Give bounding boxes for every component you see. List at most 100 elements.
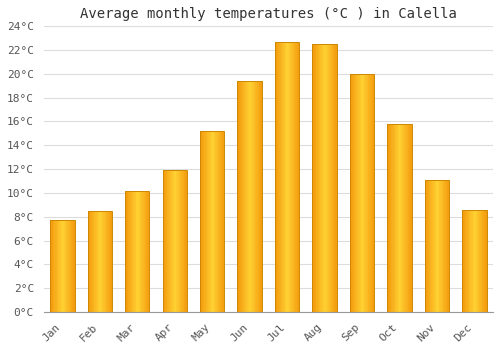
Bar (50, 220, 51, 312)
Bar (58, 220, 59, 312)
Bar (111, 211, 112, 312)
Bar (64, 220, 65, 312)
Bar (479, 210, 480, 312)
Bar (292, 42, 293, 312)
Bar (462, 210, 486, 312)
Bar (249, 81, 250, 312)
Bar (389, 124, 390, 312)
Bar (239, 81, 240, 312)
Bar (200, 131, 201, 312)
Bar (350, 74, 352, 312)
Bar (280, 42, 281, 312)
Bar (402, 124, 404, 312)
Bar (370, 74, 371, 312)
Bar (437, 180, 438, 312)
Bar (448, 180, 449, 312)
Bar (318, 44, 319, 312)
Bar (99, 211, 100, 312)
Bar (396, 124, 397, 312)
Bar (408, 124, 409, 312)
Bar (62, 220, 63, 312)
Bar (202, 131, 203, 312)
Bar (165, 170, 166, 312)
Bar (424, 180, 449, 312)
Bar (436, 180, 437, 312)
Bar (201, 131, 202, 312)
Bar (334, 44, 335, 312)
Bar (432, 180, 433, 312)
Bar (328, 44, 330, 312)
Bar (401, 124, 402, 312)
Bar (428, 180, 429, 312)
Bar (362, 74, 363, 312)
Bar (322, 44, 323, 312)
Bar (320, 44, 322, 312)
Bar (169, 170, 170, 312)
Bar (247, 81, 248, 312)
Bar (275, 42, 276, 312)
Bar (162, 170, 164, 312)
Bar (404, 124, 405, 312)
Bar (326, 44, 327, 312)
Bar (392, 124, 393, 312)
Bar (173, 170, 174, 312)
Bar (282, 42, 283, 312)
Bar (444, 180, 445, 312)
Bar (138, 190, 139, 312)
Bar (464, 210, 466, 312)
Bar (260, 81, 261, 312)
Bar (405, 124, 406, 312)
Bar (354, 74, 356, 312)
Bar (164, 170, 165, 312)
Bar (184, 170, 186, 312)
Bar (295, 42, 296, 312)
Bar (88, 211, 112, 312)
Bar (286, 42, 287, 312)
Bar (147, 190, 148, 312)
Bar (91, 211, 92, 312)
Bar (462, 210, 463, 312)
Bar (364, 74, 365, 312)
Bar (463, 210, 464, 312)
Bar (168, 170, 169, 312)
Bar (288, 42, 290, 312)
Bar (186, 170, 187, 312)
Bar (365, 74, 366, 312)
Bar (480, 210, 481, 312)
Bar (176, 170, 177, 312)
Bar (94, 211, 95, 312)
Bar (253, 81, 254, 312)
Bar (217, 131, 218, 312)
Bar (287, 42, 288, 312)
Bar (406, 124, 408, 312)
Bar (92, 211, 94, 312)
Bar (213, 131, 214, 312)
Bar (125, 190, 150, 312)
Bar (222, 131, 224, 312)
Bar (90, 211, 91, 312)
Bar (98, 211, 99, 312)
Bar (60, 220, 61, 312)
Bar (128, 190, 129, 312)
Bar (411, 124, 412, 312)
Bar (96, 211, 98, 312)
Bar (179, 170, 180, 312)
Bar (200, 131, 224, 312)
Bar (144, 190, 146, 312)
Bar (242, 81, 243, 312)
Bar (131, 190, 132, 312)
Bar (104, 211, 106, 312)
Bar (95, 211, 96, 312)
Bar (129, 190, 130, 312)
Bar (481, 210, 482, 312)
Bar (54, 220, 55, 312)
Bar (316, 44, 317, 312)
Bar (426, 180, 427, 312)
Bar (482, 210, 484, 312)
Bar (136, 190, 138, 312)
Bar (238, 81, 262, 312)
Bar (146, 190, 147, 312)
Bar (258, 81, 260, 312)
Bar (275, 42, 299, 312)
Bar (424, 180, 426, 312)
